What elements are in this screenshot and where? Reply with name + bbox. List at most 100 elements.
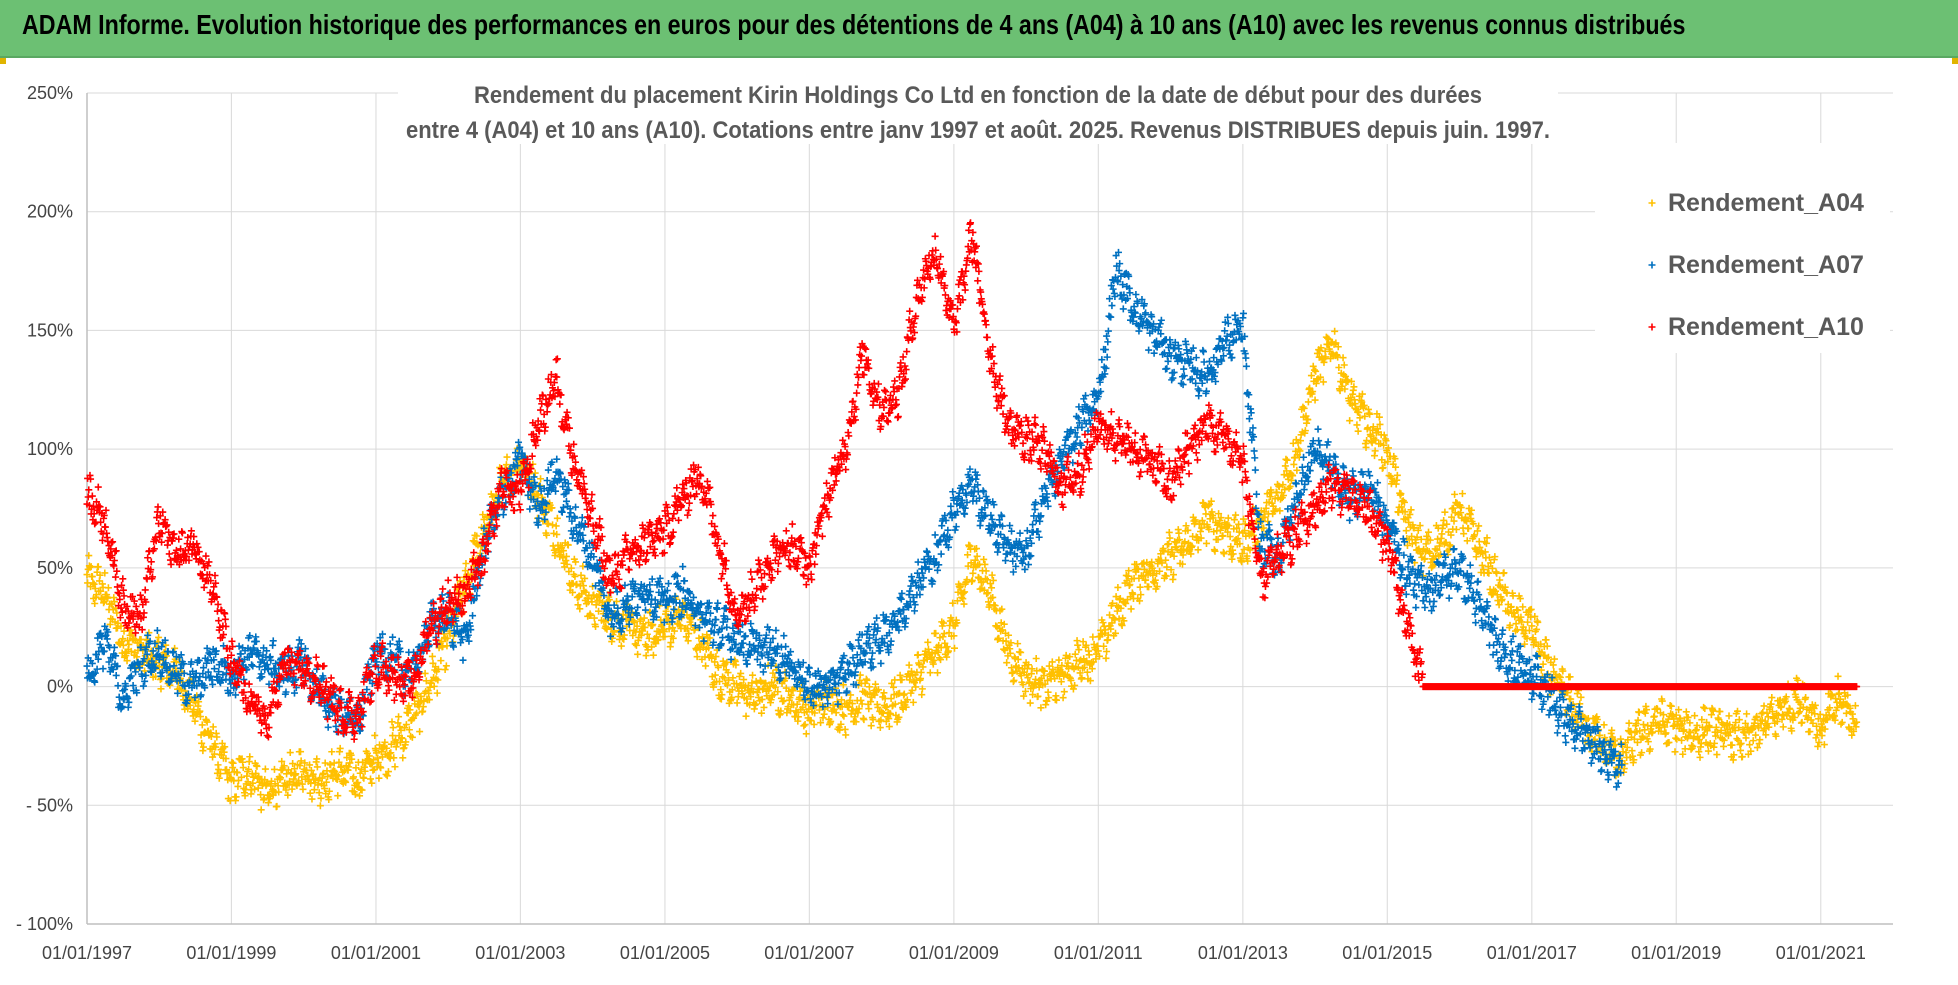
y-axis-ticks: 250%200%150%100%50%0%- 50%- 100% <box>16 83 73 934</box>
data-point <box>923 655 931 663</box>
data-point <box>930 656 938 664</box>
data-point <box>871 691 879 699</box>
data-point <box>321 785 329 793</box>
data-point <box>1743 710 1751 718</box>
data-point <box>794 713 802 721</box>
data-point <box>563 560 571 568</box>
data-point <box>127 647 135 655</box>
data-point <box>1020 692 1028 700</box>
data-point <box>1024 561 1032 569</box>
data-point <box>261 765 269 773</box>
data-point <box>316 802 324 810</box>
data-point <box>1768 694 1776 702</box>
data-point <box>634 650 642 658</box>
data-point <box>1024 674 1032 682</box>
data-point <box>1625 719 1633 727</box>
data-point <box>1166 534 1174 542</box>
data-point <box>685 630 693 638</box>
data-point <box>375 774 383 782</box>
data-point <box>1701 704 1709 712</box>
y-tick-label: 200% <box>27 202 73 222</box>
data-point <box>289 760 297 768</box>
data-point <box>874 686 882 694</box>
data-point <box>662 607 670 615</box>
data-point <box>1713 751 1721 759</box>
data-point <box>854 709 862 717</box>
data-point <box>642 652 650 660</box>
data-point <box>1206 357 1214 365</box>
data-point <box>1032 655 1040 663</box>
data-point <box>900 690 908 698</box>
data-point <box>1053 696 1060 704</box>
data-point <box>1015 664 1023 672</box>
data-point <box>1452 526 1460 534</box>
data-point <box>91 599 99 607</box>
data-point <box>373 749 381 757</box>
data-point <box>83 571 91 579</box>
data-point <box>914 651 922 659</box>
data-point <box>648 643 656 651</box>
data-point <box>876 724 884 732</box>
data-point <box>277 774 285 782</box>
data-point <box>1041 680 1049 688</box>
data-point <box>376 741 384 749</box>
data-point <box>1251 454 1259 462</box>
data-point <box>97 587 105 595</box>
data-point <box>827 717 835 725</box>
data-point <box>1114 583 1122 591</box>
data-point <box>91 678 99 686</box>
data-point <box>1230 516 1238 524</box>
data-point <box>1045 694 1053 702</box>
data-point <box>215 774 223 782</box>
data-point <box>275 788 283 796</box>
data-point <box>1196 528 1204 536</box>
data-point <box>216 770 224 778</box>
data-point <box>819 714 827 722</box>
data-point <box>743 660 751 668</box>
data-point <box>1550 655 1558 663</box>
data-point <box>269 637 277 645</box>
data-point <box>1842 709 1850 717</box>
data-point <box>288 785 296 793</box>
data-point <box>854 636 862 644</box>
data-point <box>215 765 223 773</box>
data-point <box>793 700 801 708</box>
data-point <box>221 743 229 751</box>
data-point <box>123 657 131 665</box>
data-point <box>940 630 948 638</box>
data-point <box>126 674 134 682</box>
data-point <box>209 723 217 731</box>
data-point <box>391 763 399 771</box>
data-point <box>241 792 249 800</box>
data-point <box>296 762 304 770</box>
data-point <box>898 676 906 684</box>
data-point <box>840 712 848 720</box>
data-point <box>327 761 335 769</box>
data-point <box>945 629 953 637</box>
data-point <box>473 532 481 540</box>
data-point <box>459 656 467 664</box>
page-title: ADAM Informe. Evolution historique des p… <box>22 9 1686 40</box>
data-point <box>1728 741 1736 749</box>
data-point <box>1202 539 1210 547</box>
data-point <box>1814 742 1822 750</box>
data-point <box>389 633 397 641</box>
data-point <box>282 786 290 794</box>
data-point <box>1500 569 1508 577</box>
data-point <box>408 733 416 741</box>
data-point <box>273 802 281 810</box>
data-point <box>923 548 931 556</box>
data-point <box>633 622 641 630</box>
y-tick-label: - 100% <box>16 914 73 934</box>
data-point <box>429 659 437 667</box>
data-point <box>881 695 889 703</box>
data-point <box>723 623 731 631</box>
data-point <box>947 502 955 510</box>
data-point <box>801 721 809 729</box>
data-point <box>1282 455 1290 463</box>
data-point <box>191 717 199 725</box>
data-point <box>631 618 639 626</box>
data-point <box>767 696 775 704</box>
data-point <box>752 700 760 708</box>
data-point <box>348 755 356 763</box>
